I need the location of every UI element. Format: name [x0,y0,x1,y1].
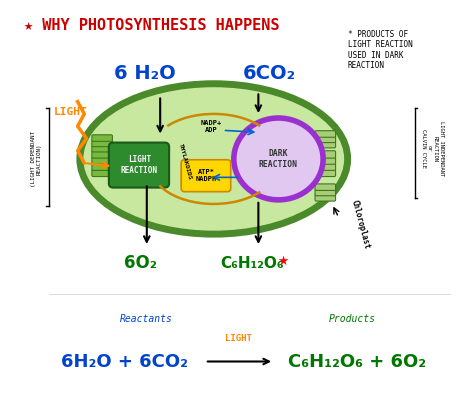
Text: 6CO₂: 6CO₂ [243,63,296,82]
FancyBboxPatch shape [315,184,336,190]
FancyBboxPatch shape [181,160,231,192]
FancyBboxPatch shape [315,141,336,148]
Text: 6 H₂O: 6 H₂O [114,63,175,82]
Text: LIGHT: LIGHT [54,107,88,117]
Text: Reactants: Reactants [120,314,173,323]
Text: Chloroplast: Chloroplast [350,199,372,250]
FancyBboxPatch shape [315,189,336,196]
FancyBboxPatch shape [92,157,112,164]
Text: C₆H₁₂O₆ + 6O₂: C₆H₁₂O₆ + 6O₂ [288,353,426,370]
FancyBboxPatch shape [92,151,112,158]
FancyBboxPatch shape [315,194,336,201]
FancyBboxPatch shape [92,169,112,176]
Text: DARK
REACTION: DARK REACTION [259,149,298,169]
Text: ★ WHY PHOTOSYNTHESIS HAPPENS: ★ WHY PHOTOSYNTHESIS HAPPENS [24,18,279,33]
Text: Products: Products [328,314,375,323]
Text: 6H₂O + 6CO₂: 6H₂O + 6CO₂ [61,353,188,370]
Text: LIGHT
REACTION: LIGHT REACTION [121,155,158,175]
FancyBboxPatch shape [315,157,336,164]
FancyBboxPatch shape [109,143,169,187]
FancyBboxPatch shape [315,131,336,137]
Text: ATP*
NADPH: ATP* NADPH [196,169,217,182]
FancyBboxPatch shape [315,151,336,158]
Circle shape [234,118,323,200]
FancyBboxPatch shape [315,169,336,176]
FancyBboxPatch shape [315,163,336,171]
FancyBboxPatch shape [92,140,112,147]
Text: (LIGHT DEPENDANT
REACTION): (LIGHT DEPENDANT REACTION) [31,131,42,187]
FancyBboxPatch shape [92,135,112,141]
Text: THYLAKOIDS: THYLAKOIDS [177,143,192,180]
Text: * PRODUCTS OF
LIGHT REACTION
USED IN DARK
REACTION: * PRODUCTS OF LIGHT REACTION USED IN DAR… [347,30,412,70]
Text: NADP+
ADP: NADP+ ADP [201,120,222,133]
Text: C₆H₁₂O₆: C₆H₁₂O₆ [220,256,283,271]
Text: ★: ★ [277,255,289,268]
Ellipse shape [80,84,347,234]
Text: LIGHT: LIGHT [225,335,252,344]
Text: 6O₂: 6O₂ [124,254,156,272]
FancyBboxPatch shape [92,163,112,171]
FancyBboxPatch shape [315,136,336,143]
FancyBboxPatch shape [92,145,112,152]
Text: LIGHT INDEPENDANT
REACTION
or
CALVIN CYCLE: LIGHT INDEPENDANT REACTION or CALVIN CYC… [421,121,444,176]
